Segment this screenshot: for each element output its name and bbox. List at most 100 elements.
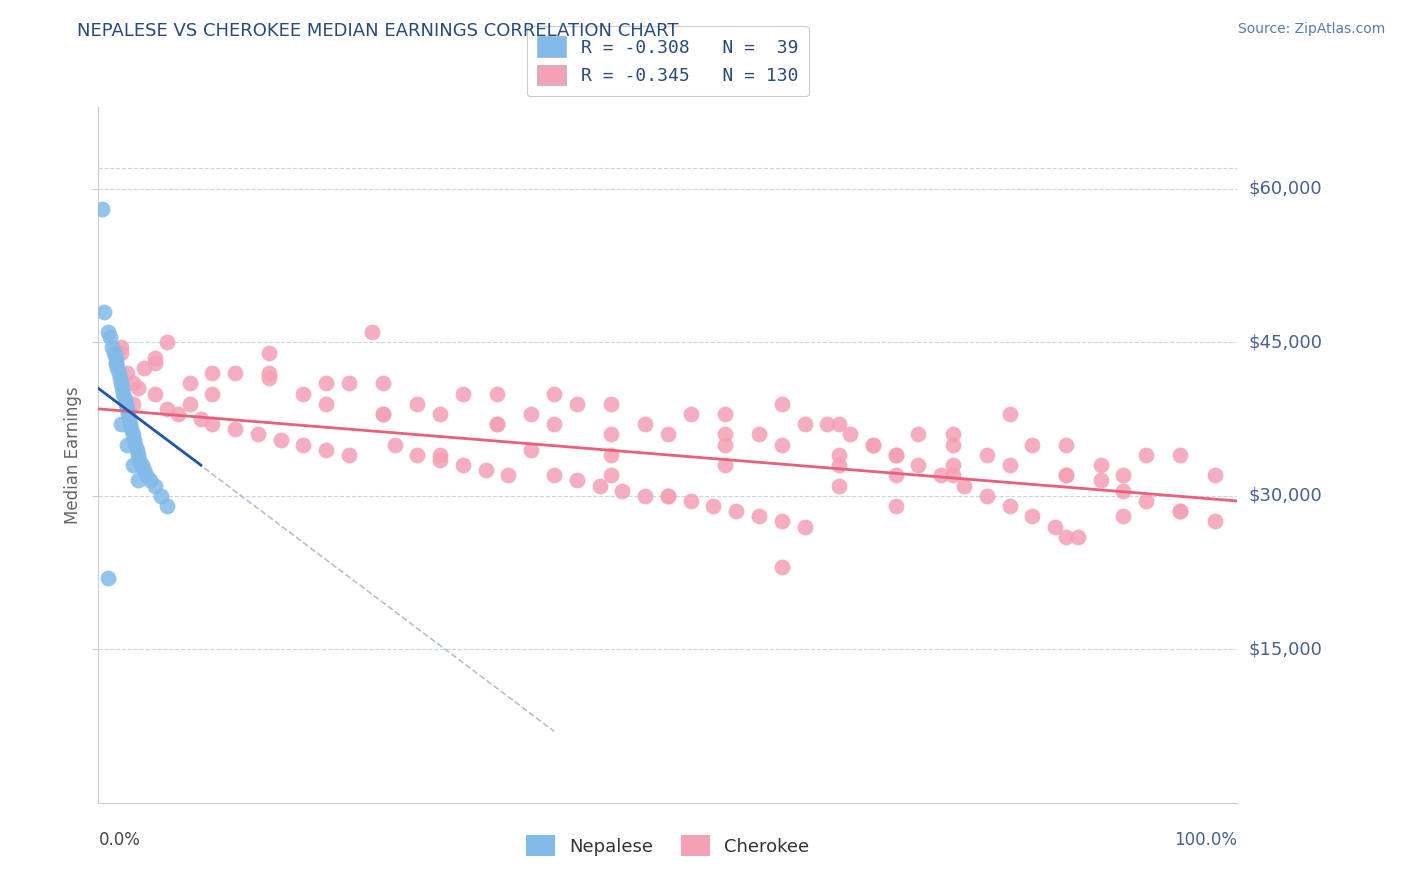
Point — [121, 376, 143, 391]
Point — [131, 458, 153, 472]
Point — [884, 448, 907, 462]
Point — [1021, 509, 1043, 524]
Text: $60,000: $60,000 — [1249, 180, 1322, 198]
Point — [600, 448, 623, 462]
Point — [884, 468, 907, 483]
Point — [486, 386, 509, 401]
Text: $45,000: $45,000 — [1249, 334, 1323, 351]
Point — [110, 376, 132, 391]
Point — [702, 499, 724, 513]
Point — [1056, 468, 1078, 483]
Point — [1090, 474, 1112, 488]
Point — [224, 366, 246, 380]
Point — [828, 448, 851, 462]
Text: $15,000: $15,000 — [1249, 640, 1322, 658]
Point — [128, 453, 150, 467]
Point — [150, 489, 173, 503]
Point — [132, 360, 155, 375]
Point — [132, 463, 155, 477]
Text: 100.0%: 100.0% — [1174, 830, 1237, 848]
Point — [1112, 483, 1135, 498]
Point — [259, 371, 281, 385]
Point — [108, 366, 131, 380]
Point — [657, 489, 679, 503]
Point — [679, 407, 702, 421]
Point — [657, 489, 679, 503]
Point — [429, 453, 451, 467]
Point — [315, 397, 337, 411]
Point — [104, 351, 127, 365]
Point — [429, 448, 451, 462]
Point — [190, 412, 212, 426]
Point — [1043, 519, 1066, 533]
Point — [953, 478, 976, 492]
Y-axis label: Median Earnings: Median Earnings — [63, 386, 82, 524]
Point — [793, 519, 815, 533]
Point — [127, 381, 149, 395]
Point — [156, 335, 179, 350]
Point — [179, 376, 201, 391]
Point — [1056, 468, 1078, 483]
Point — [770, 397, 793, 411]
Point — [135, 468, 157, 483]
Point — [292, 386, 315, 401]
Point — [121, 427, 143, 442]
Point — [110, 345, 132, 359]
Point — [145, 351, 167, 365]
Point — [884, 448, 907, 462]
Point — [259, 366, 281, 380]
Point — [612, 483, 634, 498]
Point — [246, 427, 269, 442]
Point — [486, 417, 509, 432]
Point — [486, 417, 509, 432]
Point — [406, 448, 429, 462]
Point — [115, 438, 138, 452]
Point — [179, 397, 201, 411]
Point — [110, 417, 132, 432]
Point — [156, 401, 179, 416]
Point — [998, 407, 1021, 421]
Point — [156, 499, 179, 513]
Point — [929, 468, 952, 483]
Point — [145, 356, 167, 370]
Point — [315, 442, 337, 457]
Text: $30,000: $30,000 — [1249, 487, 1322, 505]
Point — [543, 468, 565, 483]
Point — [315, 376, 337, 391]
Point — [1170, 504, 1192, 518]
Point — [270, 433, 292, 447]
Point — [1067, 530, 1090, 544]
Point — [498, 468, 520, 483]
Point — [360, 325, 382, 339]
Point — [111, 381, 134, 395]
Point — [1056, 438, 1078, 452]
Point — [118, 412, 141, 426]
Point — [907, 458, 929, 472]
Point — [600, 427, 623, 442]
Point — [127, 442, 149, 457]
Point — [145, 478, 167, 492]
Point — [976, 489, 998, 503]
Point — [406, 397, 429, 411]
Point — [201, 417, 224, 432]
Point — [942, 468, 965, 483]
Point — [110, 341, 132, 355]
Point — [976, 448, 998, 462]
Point — [1204, 515, 1226, 529]
Point — [543, 386, 565, 401]
Point — [1170, 504, 1192, 518]
Point — [201, 366, 224, 380]
Point — [371, 376, 394, 391]
Point — [1021, 438, 1043, 452]
Point — [104, 356, 127, 370]
Point — [793, 417, 815, 432]
Point — [657, 427, 679, 442]
Point — [90, 202, 112, 217]
Point — [451, 458, 474, 472]
Point — [998, 499, 1021, 513]
Point — [565, 474, 588, 488]
Point — [770, 560, 793, 574]
Point — [942, 458, 965, 472]
Point — [120, 422, 142, 436]
Point — [429, 407, 451, 421]
